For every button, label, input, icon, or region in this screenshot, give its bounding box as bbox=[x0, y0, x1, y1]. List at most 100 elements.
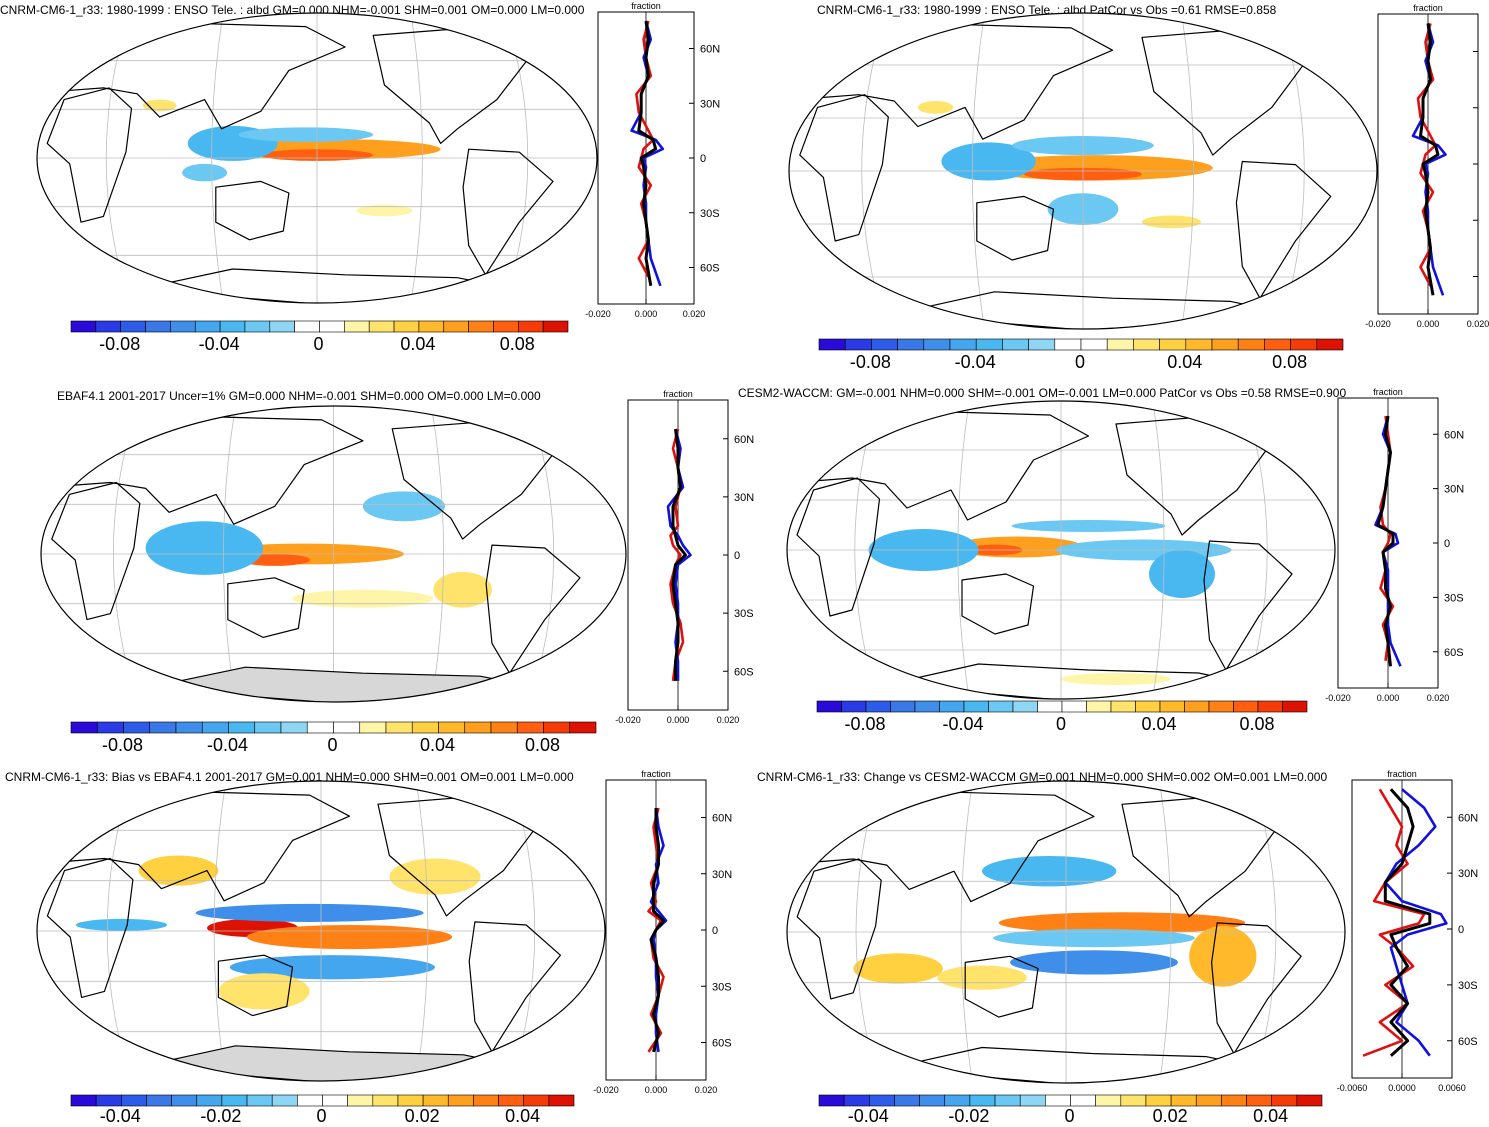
map bbox=[788, 12, 1378, 330]
profile-xtick-label: -0.020 bbox=[1365, 319, 1391, 329]
profile-ytick-label: 60N bbox=[712, 813, 732, 825]
anomaly-region-7 bbox=[937, 965, 1027, 990]
lon-gridline bbox=[1180, 13, 1195, 329]
anomaly-region-3 bbox=[195, 903, 424, 922]
colorbar-swatch bbox=[523, 1094, 550, 1107]
colorbar-tick-label: 0.08 bbox=[524, 735, 561, 755]
colorbar-tick-label: -0.04 bbox=[99, 1106, 141, 1126]
profile-xtick-label: 0.000 bbox=[635, 309, 658, 319]
anomaly-region-6 bbox=[1142, 215, 1201, 229]
coastline-australia bbox=[961, 573, 1035, 635]
coastline-africa bbox=[51, 481, 141, 621]
profile-ytick-label: 30S bbox=[734, 608, 754, 620]
map-border bbox=[36, 780, 606, 1082]
profile-line-all bbox=[1383, 788, 1432, 1057]
colorbar-swatch bbox=[1208, 700, 1234, 713]
colorbar-swatch bbox=[517, 320, 544, 333]
colorbar-tick-label: 0.02 bbox=[404, 1106, 440, 1126]
colorbar-swatch bbox=[70, 721, 98, 734]
colorbar-swatch bbox=[1019, 1094, 1046, 1107]
coastline-africa bbox=[46, 87, 133, 223]
colorbar-swatch bbox=[201, 721, 229, 734]
panel-title: CESM2-WACCM: GM=-0.001 NHM=0.000 SHM=-0.… bbox=[738, 386, 1347, 400]
colorbar-swatch bbox=[120, 320, 146, 333]
colorbar-tick-label: 0.02 bbox=[1152, 1106, 1188, 1126]
coastline-samerica bbox=[1203, 540, 1293, 671]
colorbar-swatch bbox=[843, 1094, 870, 1107]
colorbar-swatch bbox=[1086, 700, 1112, 713]
colorbar-tick-label: 0.04 bbox=[400, 334, 436, 354]
profile-ytick-label: 60S bbox=[734, 666, 754, 678]
colorbar-swatch bbox=[543, 721, 571, 734]
zonal-profile: fraction -0.020 0.000 0.020 60N 30N 0 30S 60S bbox=[1325, 387, 1464, 703]
colorbar-tick-label: -0.04 bbox=[942, 714, 984, 734]
coastline-antarctica bbox=[886, 1046, 1280, 1083]
colorbar-swatch bbox=[368, 320, 395, 333]
colorbar-swatch bbox=[70, 1094, 97, 1107]
colorbar-swatch bbox=[868, 1094, 895, 1107]
colorbar-swatch bbox=[516, 721, 544, 734]
anomaly-region-2 bbox=[246, 924, 453, 950]
profile-axis-label: fraction bbox=[1387, 769, 1417, 779]
profile-xtick-label: 0.000 bbox=[667, 715, 690, 725]
colorbar-swatch bbox=[1012, 700, 1038, 713]
colorbar-swatch bbox=[1264, 338, 1291, 351]
colorbar-swatch bbox=[1185, 338, 1213, 351]
coastline-samerica bbox=[1235, 160, 1332, 299]
profile-ytick-label: 30N bbox=[734, 492, 754, 504]
profile-ytick-label: 30N bbox=[1458, 868, 1478, 880]
profile-xtick-label: 0.020 bbox=[1427, 693, 1450, 703]
anomaly-region-5 bbox=[356, 204, 413, 217]
colorbar-swatch bbox=[1233, 700, 1259, 713]
colorbar-swatch bbox=[294, 320, 320, 333]
colorbar-tick-label: -0.02 bbox=[948, 1106, 990, 1126]
colorbar-tick-label: 0 bbox=[1064, 1106, 1075, 1126]
anomaly-region-3 bbox=[1010, 950, 1178, 975]
profile-xtick-label: -0.0060 bbox=[1337, 1083, 1368, 1093]
lon-gridline bbox=[1152, 401, 1165, 699]
coastline-eurasia bbox=[46, 791, 351, 902]
profile-xtick-label: 0.020 bbox=[717, 715, 740, 725]
coastline-australia bbox=[964, 955, 1039, 1018]
profile-ytick-label: 30S bbox=[700, 208, 720, 220]
colorbar bbox=[70, 721, 597, 734]
profile-ytick-label: 60N bbox=[1458, 812, 1478, 824]
profile-ytick-label: 60N bbox=[700, 44, 720, 56]
colorbar-swatch bbox=[422, 1094, 449, 1107]
colorbar-tick-label: 0 bbox=[327, 735, 338, 755]
coastline-australia bbox=[215, 180, 290, 241]
colorbar-swatch bbox=[894, 1094, 920, 1107]
colorbar-swatch bbox=[1133, 338, 1160, 351]
panel-title: CNRM-CM6-1_r33: Bias vs EBAF4.1 2001-201… bbox=[5, 770, 574, 784]
colorbar-tick-label: -0.04 bbox=[206, 735, 249, 755]
anomaly-region-6 bbox=[138, 855, 219, 886]
colorbar-swatch bbox=[149, 721, 177, 734]
colorbar-swatch bbox=[1211, 338, 1239, 351]
colorbar-tick-label: -0.08 bbox=[844, 714, 886, 734]
colorbar-tick-label: 0.04 bbox=[1167, 352, 1203, 372]
colorbar-swatch bbox=[844, 338, 872, 351]
profile-ytick-label: 60S bbox=[712, 1038, 732, 1050]
profile-xtick-label: -0.020 bbox=[593, 1085, 619, 1095]
colorbar-swatch bbox=[1095, 1094, 1122, 1107]
colorbar-swatch bbox=[949, 338, 977, 351]
anomaly-region-4 bbox=[229, 955, 435, 980]
lon-gridline bbox=[960, 781, 974, 1083]
colorbar-swatch bbox=[271, 1094, 298, 1107]
map-border bbox=[36, 12, 598, 304]
coastline-samerica bbox=[468, 921, 562, 1053]
profile-ytick-label: 30N bbox=[700, 98, 720, 110]
profile-xtick-label: 0.000 bbox=[1377, 693, 1400, 703]
map-border bbox=[786, 400, 1336, 700]
profile-line-all bbox=[1376, 415, 1395, 667]
lon-gridline bbox=[211, 13, 224, 303]
colorbar-swatch bbox=[95, 320, 122, 333]
panel-title: CNRM-CM6-1_r33: 1980-1999 : ENSO Tele. :… bbox=[0, 3, 585, 17]
colorbar-swatch bbox=[228, 721, 256, 734]
colorbar-swatch bbox=[871, 338, 898, 351]
colorbar-swatch bbox=[1246, 1094, 1272, 1107]
anomaly-region-7 bbox=[917, 101, 954, 114]
profile-xtick-label: 0.0000 bbox=[1388, 1083, 1416, 1093]
colorbar-swatch bbox=[1037, 700, 1063, 713]
colorbar-tick-label: -0.02 bbox=[200, 1106, 242, 1126]
